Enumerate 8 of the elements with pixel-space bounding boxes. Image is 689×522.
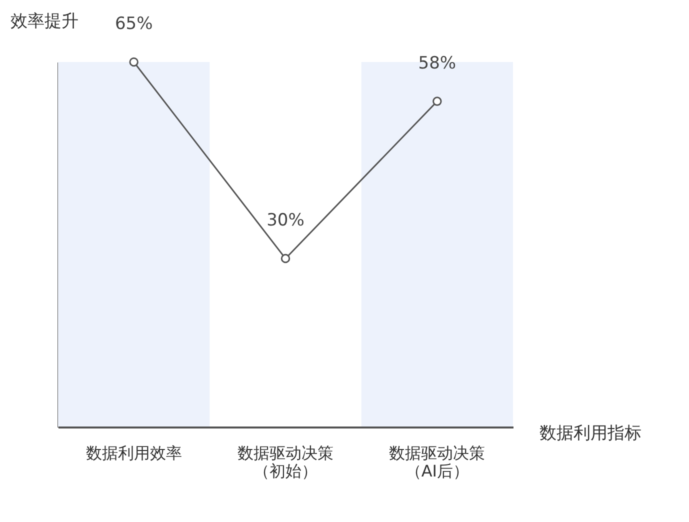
data-label: 30% — [266, 210, 304, 231]
x-axis-title: 数据利用指标 — [540, 424, 642, 444]
data-label: 58% — [418, 53, 456, 74]
x-tick-label: 数据驱动决策（AI后） — [389, 444, 486, 480]
y-axis-title: 效率提升 — [10, 12, 78, 32]
data-label: 65% — [114, 14, 153, 34]
x-tick-label: 数据驱动决策（初始） — [238, 444, 334, 480]
x-tick-label: 数据利用效率 — [86, 444, 182, 462]
